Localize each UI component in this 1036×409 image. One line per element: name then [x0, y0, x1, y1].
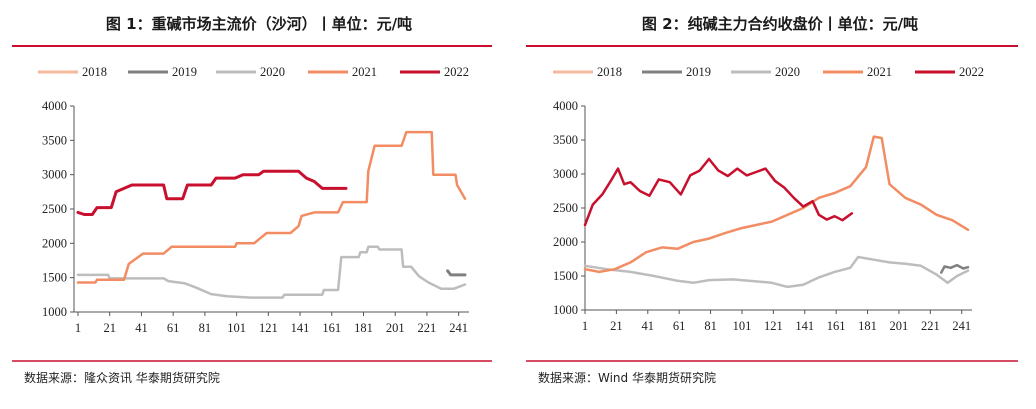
chart-1-title: 图 1：重碱市场主流价（沙河）丨单位：元/吨	[106, 15, 412, 33]
x-tick-label: 1	[582, 319, 588, 333]
y-tick-label: 3500	[42, 133, 67, 147]
series-line-2019	[446, 269, 467, 277]
chart-2-svg: 图 2：纯碱主力合约收盘价丨单位：元/吨 数据来源：Wind 华泰期货研究院 1…	[526, 15, 1018, 385]
series-line-2022	[583, 157, 854, 227]
y-tick-label: 2500	[553, 201, 578, 215]
y-tick-label: 2000	[553, 235, 578, 249]
legend-label-2018: 2018	[82, 65, 107, 79]
x-tick-label: 61	[673, 319, 686, 333]
x-tick-label: 141	[795, 319, 814, 333]
x-tick-label: 41	[642, 319, 655, 333]
chart-1-source: 数据来源：隆众资讯 华泰期货研究院	[24, 370, 220, 385]
series-line-2019	[940, 263, 970, 274]
x-tick-label: 121	[259, 321, 278, 335]
chart-2-source: 数据来源：Wind 华泰期货研究院	[538, 370, 716, 385]
y-tick-label: 1000	[553, 303, 578, 317]
x-tick-label: 121	[764, 319, 783, 333]
legend-label-2018: 2018	[597, 65, 622, 79]
legend-label-2020: 2020	[775, 65, 800, 79]
x-tick-label: 41	[135, 321, 148, 335]
x-tick-label: 161	[827, 319, 846, 333]
x-tick-label: 101	[733, 319, 752, 333]
series-line-2022	[76, 169, 348, 216]
y-tick-label: 2500	[42, 202, 67, 216]
x-tick-label: 201	[890, 319, 909, 333]
x-tick-label: 201	[386, 321, 405, 335]
legend-label-2022: 2022	[444, 65, 469, 79]
x-tick-label: 21	[610, 319, 623, 333]
x-tick-label: 181	[858, 319, 877, 333]
x-tick-label: 161	[322, 321, 341, 335]
x-tick-label: 81	[199, 321, 212, 335]
chart-1-svg: 图 1：重碱市场主流价（沙河）丨单位：元/吨 数据来源：隆众资讯 华泰期货研究院…	[12, 15, 492, 385]
x-tick-label: 221	[921, 319, 940, 333]
chart-panel-1: 图 1：重碱市场主流价（沙河）丨单位：元/吨 数据来源：隆众资讯 华泰期货研究院…	[12, 15, 492, 385]
x-tick-label: 221	[418, 321, 437, 335]
chart-panel-2: 图 2：纯碱主力合约收盘价丨单位：元/吨 数据来源：Wind 华泰期货研究院 1…	[518, 0, 1036, 409]
y-tick-label: 3500	[553, 133, 578, 147]
series-line-2021	[583, 135, 970, 274]
x-tick-label: 241	[952, 319, 971, 333]
x-tick-label: 1	[75, 321, 81, 335]
legend-label-2019: 2019	[172, 65, 197, 79]
legend-label-2019: 2019	[686, 65, 711, 79]
legend-label-2020: 2020	[260, 65, 285, 79]
x-tick-label: 181	[354, 321, 373, 335]
series-line-2020	[583, 255, 970, 289]
series-line-2021	[76, 130, 467, 284]
x-tick-label: 141	[291, 321, 310, 335]
y-tick-label: 3000	[553, 167, 578, 181]
y-tick-label: 1500	[553, 269, 578, 283]
chart-2-title: 图 2：纯碱主力合约收盘价丨单位：元/吨	[642, 15, 918, 33]
y-tick-label: 4000	[42, 99, 67, 113]
x-tick-label: 21	[103, 321, 116, 335]
legend-label-2021: 2021	[352, 65, 377, 79]
legend-label-2021: 2021	[867, 65, 892, 79]
y-tick-label: 1500	[42, 271, 67, 285]
x-tick-label: 81	[704, 319, 717, 333]
x-tick-label: 61	[167, 321, 180, 335]
series-line-2020	[76, 245, 467, 299]
x-tick-label: 101	[227, 321, 246, 335]
legend-label-2022: 2022	[959, 65, 984, 79]
y-tick-label: 4000	[553, 99, 578, 113]
y-tick-label: 2000	[42, 236, 67, 250]
y-tick-label: 1000	[42, 305, 67, 319]
y-tick-label: 3000	[42, 168, 67, 182]
x-tick-label: 241	[449, 321, 468, 335]
